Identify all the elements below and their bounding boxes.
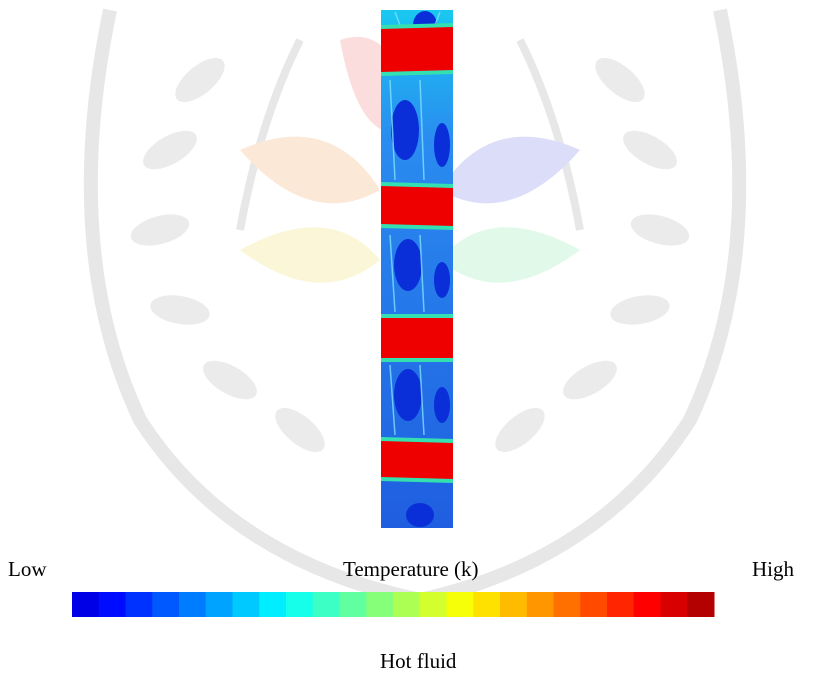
colorbar-step (99, 592, 126, 617)
colorbar-step (179, 592, 206, 617)
axis-label: Temperature (k) (343, 557, 479, 582)
colorbar-step (607, 592, 634, 617)
colorbar-step (661, 592, 688, 617)
high-label: High (752, 557, 794, 582)
colorbar-step (393, 592, 420, 617)
colorbar-step (233, 592, 260, 617)
colorbar-step (286, 592, 313, 617)
temperature-contour (381, 10, 453, 528)
colorbar-step (500, 592, 527, 617)
colorbar-step (206, 592, 233, 617)
colorbar-step (473, 592, 500, 617)
colorbar-step (340, 592, 367, 617)
colorbar-step (447, 592, 474, 617)
colorbar-step (313, 592, 340, 617)
colorbar-step (634, 592, 661, 617)
colorbar-step (259, 592, 286, 617)
colorbar-step (687, 592, 714, 617)
colorbar-step (580, 592, 607, 617)
colorbar-step (420, 592, 447, 617)
colorbar (72, 592, 715, 617)
colorbar-step (126, 592, 153, 617)
low-label: Low (8, 557, 47, 582)
colorbar-step (152, 592, 179, 617)
colorbar-step (366, 592, 393, 617)
caption: Hot fluid (380, 649, 456, 674)
page: Low Temperature (k) High Hot fluid (() =… (0, 0, 814, 675)
colorbar-step (527, 592, 554, 617)
colorbar-step (554, 592, 581, 617)
colorbar-step (72, 592, 99, 617)
